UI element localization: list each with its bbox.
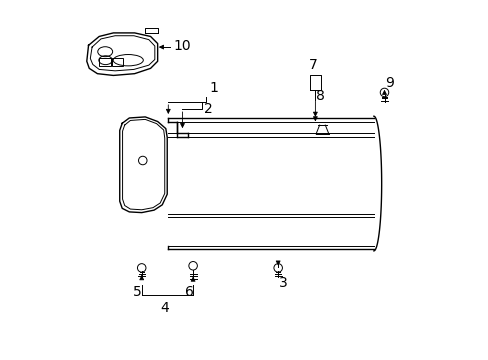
Text: 1: 1: [209, 81, 218, 95]
Text: 9: 9: [385, 76, 394, 90]
Text: 4: 4: [160, 301, 169, 315]
Bar: [99, 58, 110, 66]
Text: 3: 3: [279, 276, 287, 291]
Text: 7: 7: [308, 58, 317, 72]
Text: 2: 2: [203, 102, 212, 116]
Text: 6: 6: [185, 284, 194, 298]
Bar: [111, 58, 122, 66]
Text: 5: 5: [133, 284, 142, 298]
Text: 10: 10: [173, 39, 191, 53]
Text: 8: 8: [315, 89, 325, 103]
